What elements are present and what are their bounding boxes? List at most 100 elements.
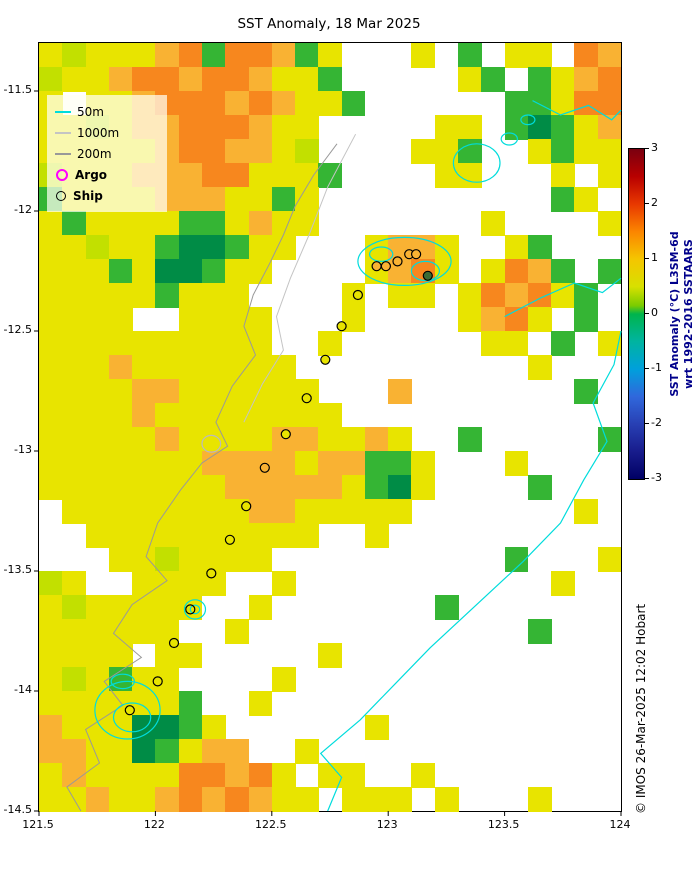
heat-cell	[39, 595, 63, 620]
heat-cell	[201, 67, 226, 92]
heat-cell	[295, 163, 319, 188]
heat-cell	[225, 475, 249, 500]
heat-cell	[132, 451, 156, 476]
colorbar-tick-mark	[645, 423, 649, 424]
heat-cell	[178, 259, 203, 284]
heat-cell	[155, 571, 180, 596]
credit-text: © IMOS 26-Mar-2025 12:02 Hobart	[634, 603, 648, 814]
heat-cell	[504, 331, 529, 356]
heat-cell	[411, 43, 436, 68]
heat-cell	[318, 163, 343, 188]
reef-contour-seringapatam-inner	[189, 604, 201, 615]
heat-cell	[62, 259, 87, 284]
colorbar-tick-mark	[645, 478, 649, 479]
heat-cell	[574, 67, 599, 92]
figure-title: SST Anomaly, 18 Mar 2025	[237, 16, 421, 32]
legend-label-200m: 200m	[77, 146, 112, 161]
heat-cell	[39, 787, 63, 812]
heat-cell	[388, 379, 412, 404]
heat-cell	[295, 427, 319, 452]
heat-cell	[201, 739, 226, 764]
heat-cell	[364, 499, 389, 524]
heat-cell	[201, 283, 226, 308]
heat-cell	[295, 115, 319, 140]
x-tick-label: 123	[376, 818, 398, 831]
colorbar-tick-mark	[645, 258, 649, 259]
heat-cell	[551, 259, 575, 284]
ship-observation	[336, 321, 347, 332]
heat-cell	[411, 283, 436, 308]
heat-cell	[271, 355, 296, 380]
heat-cell	[132, 67, 156, 92]
heat-cell	[597, 547, 622, 572]
heat-cell	[295, 475, 319, 500]
heat-cell	[108, 643, 133, 668]
heat-cell	[364, 715, 389, 740]
heat-cell	[39, 331, 63, 356]
heat-cell	[178, 331, 203, 356]
ship-observation	[422, 270, 433, 281]
heat-cell	[201, 499, 226, 524]
heat-cell	[108, 67, 133, 92]
heat-cell	[178, 163, 203, 188]
heat-cell	[458, 163, 482, 188]
heat-cell	[527, 355, 552, 380]
heat-cell	[271, 139, 296, 164]
ship-observation	[280, 429, 291, 440]
heat-cell	[597, 259, 622, 284]
heat-cell	[62, 499, 87, 524]
heat-cell	[85, 355, 110, 380]
heat-cell	[178, 211, 203, 236]
legend-item-1000m: 1000m	[55, 122, 159, 143]
heat-cell	[458, 67, 482, 92]
heat-cell	[318, 499, 343, 524]
heat-cell	[481, 67, 506, 92]
heat-cell	[85, 403, 110, 428]
heat-cell	[155, 787, 180, 812]
heat-cell	[85, 67, 110, 92]
heat-cell	[155, 475, 180, 500]
heat-cell	[225, 43, 249, 68]
heat-cell	[504, 451, 529, 476]
heat-cell	[108, 523, 133, 548]
heat-cell	[201, 139, 226, 164]
heat-cell	[62, 331, 87, 356]
heat-cell	[39, 259, 63, 284]
heat-cell	[62, 667, 87, 692]
heat-cell	[178, 787, 203, 812]
heat-cell	[248, 691, 273, 716]
heat-cell	[225, 307, 249, 332]
heat-cell	[132, 43, 156, 68]
heat-cell	[108, 331, 133, 356]
heat-cell	[132, 523, 156, 548]
heat-cell	[178, 307, 203, 332]
heat-cell	[295, 211, 319, 236]
heat-cell	[178, 67, 203, 92]
colorbar-tick-label: 1	[651, 251, 658, 264]
legend-item-ship: Ship	[55, 185, 159, 206]
heat-cell	[201, 187, 226, 212]
heat-cell	[527, 787, 552, 812]
heat-cell	[108, 715, 133, 740]
heat-cell	[341, 787, 366, 812]
legend-item-200m: 200m	[55, 143, 159, 164]
heat-cell	[62, 763, 87, 788]
heat-cell	[551, 115, 575, 140]
reef-contour-scott-reef-north	[110, 673, 136, 690]
heat-cell	[155, 43, 180, 68]
legend-item-argo: Argo	[55, 164, 159, 185]
heat-cell	[132, 787, 156, 812]
heat-cell	[85, 523, 110, 548]
heat-cell	[62, 451, 87, 476]
heat-cell	[108, 235, 133, 260]
heat-cell	[248, 139, 273, 164]
contour-200m-line-swatch	[55, 152, 71, 155]
colorbar-tick-mark	[645, 148, 649, 149]
heat-cell	[62, 739, 87, 764]
heat-cell	[225, 91, 249, 116]
heat-cell	[62, 235, 87, 260]
heat-cell	[132, 403, 156, 428]
heat-cell	[155, 211, 180, 236]
reef-contour-scott-reef-inner	[112, 702, 152, 733]
